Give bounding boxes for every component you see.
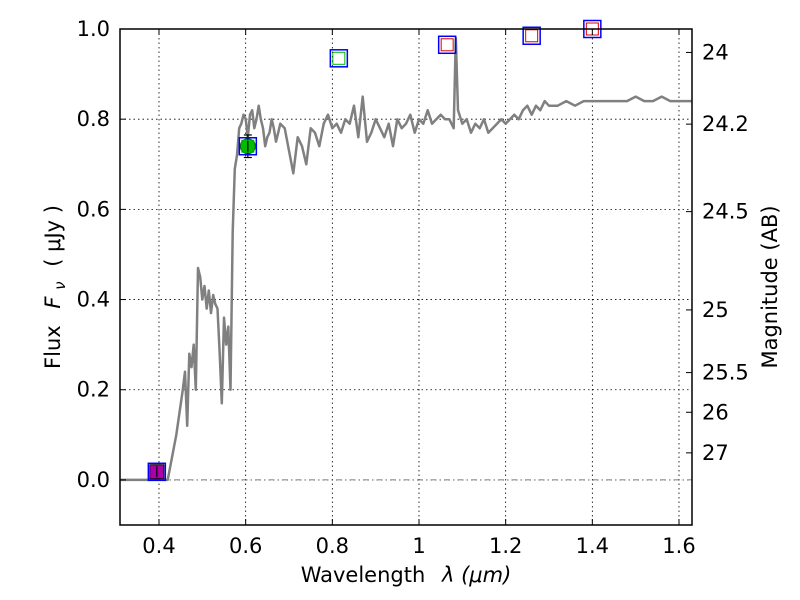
x-tick-label: 0.4	[142, 534, 175, 558]
secondary-y-axis-label: Magnitude (AB)	[758, 205, 782, 368]
model-band-box-inner	[241, 139, 255, 153]
x-tick-label: 1.6	[662, 534, 695, 558]
model-band-box-inner	[440, 38, 454, 52]
markers-layer	[147, 19, 602, 482]
y-tick-label: 0.0	[77, 468, 110, 492]
x-axis-label: Wavelength λ (μm)	[301, 563, 512, 587]
model-band-box-inner	[150, 465, 164, 479]
y-tick-label: 0.6	[77, 197, 110, 221]
y-axis-label: Flux F ν ( μJy )	[41, 205, 70, 369]
grid-layer	[120, 28, 692, 525]
x-tick-label: 1	[412, 534, 425, 558]
y-axis-label-subscript: ν	[51, 281, 69, 289]
plot-frame	[119, 28, 693, 526]
x-tick-label: 0.8	[316, 534, 349, 558]
x-axis-label-math: λ (μm)	[441, 563, 511, 587]
y2-tick-label: 24	[702, 40, 729, 64]
model-band-box-outer	[238, 136, 258, 156]
model-band-box-inner	[332, 51, 346, 65]
model-band-box-outer	[437, 35, 457, 55]
y2-tick-label: 26	[702, 400, 729, 424]
model-band-box-inner	[525, 29, 539, 43]
y2-tick-label: 24.2	[702, 112, 749, 136]
model-band-box-outer	[329, 49, 349, 68]
y2-tick-label: 27	[702, 441, 729, 465]
y-tick-label: 0.4	[77, 288, 110, 312]
ticks-layer: 0.4 0.6 0.8 1 1.2 1.4 1.6 0.0 0.2 0.4 0.6 0.8 1.0 24 2…	[77, 17, 749, 558]
y-axis-label-units: ( μJy )	[41, 205, 65, 267]
y2-tick-label: 24.5	[702, 200, 749, 224]
y-tick-label: 0.2	[77, 378, 110, 402]
y-axis-label-math: F	[41, 296, 65, 309]
y-tick-label: 0.8	[77, 107, 110, 131]
x-tick-label: 1.4	[576, 534, 609, 558]
model-band-box-outer	[147, 462, 167, 482]
x-axis-label-prefix: Wavelength	[301, 563, 426, 587]
y-axis-label-prefix: Flux	[41, 325, 65, 369]
y2-tick-label: 25	[702, 298, 729, 322]
y2-tick-label: 25.5	[702, 361, 749, 385]
model-spectrum-line	[120, 36, 692, 482]
x-tick-label: 1.2	[489, 534, 522, 558]
x-tick-label: 0.6	[229, 534, 262, 558]
y-tick-label: 1.0	[77, 17, 110, 41]
model-band-box-outer	[522, 26, 541, 46]
